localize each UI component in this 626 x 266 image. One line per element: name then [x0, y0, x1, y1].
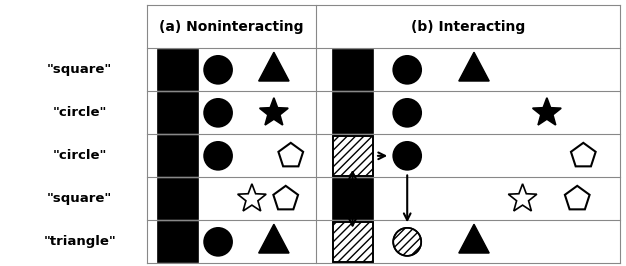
Polygon shape: [279, 143, 303, 166]
Ellipse shape: [393, 228, 421, 256]
Text: "circle": "circle": [53, 149, 107, 162]
Text: "square": "square": [47, 63, 113, 76]
Bar: [332, 179, 372, 219]
Polygon shape: [238, 184, 266, 211]
Bar: [158, 179, 198, 219]
Polygon shape: [533, 98, 561, 125]
Bar: [158, 93, 198, 133]
Polygon shape: [565, 186, 590, 209]
Bar: [332, 50, 372, 90]
Ellipse shape: [204, 99, 232, 127]
Polygon shape: [259, 52, 289, 81]
Text: (a) Noninteracting: (a) Noninteracting: [160, 20, 304, 34]
Polygon shape: [259, 224, 289, 253]
Bar: [332, 222, 372, 262]
Bar: [332, 136, 372, 176]
Polygon shape: [260, 98, 288, 125]
Bar: [332, 136, 372, 176]
Bar: [158, 136, 198, 176]
Ellipse shape: [204, 228, 232, 256]
Bar: [332, 222, 372, 262]
Ellipse shape: [204, 56, 232, 84]
Polygon shape: [459, 224, 489, 253]
Ellipse shape: [393, 56, 421, 84]
Polygon shape: [459, 52, 489, 81]
Bar: [158, 222, 198, 262]
Text: "circle": "circle": [53, 106, 107, 119]
Ellipse shape: [204, 142, 232, 170]
Text: "square": "square": [47, 192, 113, 205]
Bar: [158, 50, 198, 90]
Ellipse shape: [393, 99, 421, 127]
Text: "triangle": "triangle": [43, 235, 116, 248]
Polygon shape: [274, 186, 298, 209]
Text: (b) Interacting: (b) Interacting: [411, 20, 525, 34]
Polygon shape: [508, 184, 537, 211]
Polygon shape: [571, 143, 596, 166]
Bar: [332, 93, 372, 133]
Ellipse shape: [393, 142, 421, 170]
